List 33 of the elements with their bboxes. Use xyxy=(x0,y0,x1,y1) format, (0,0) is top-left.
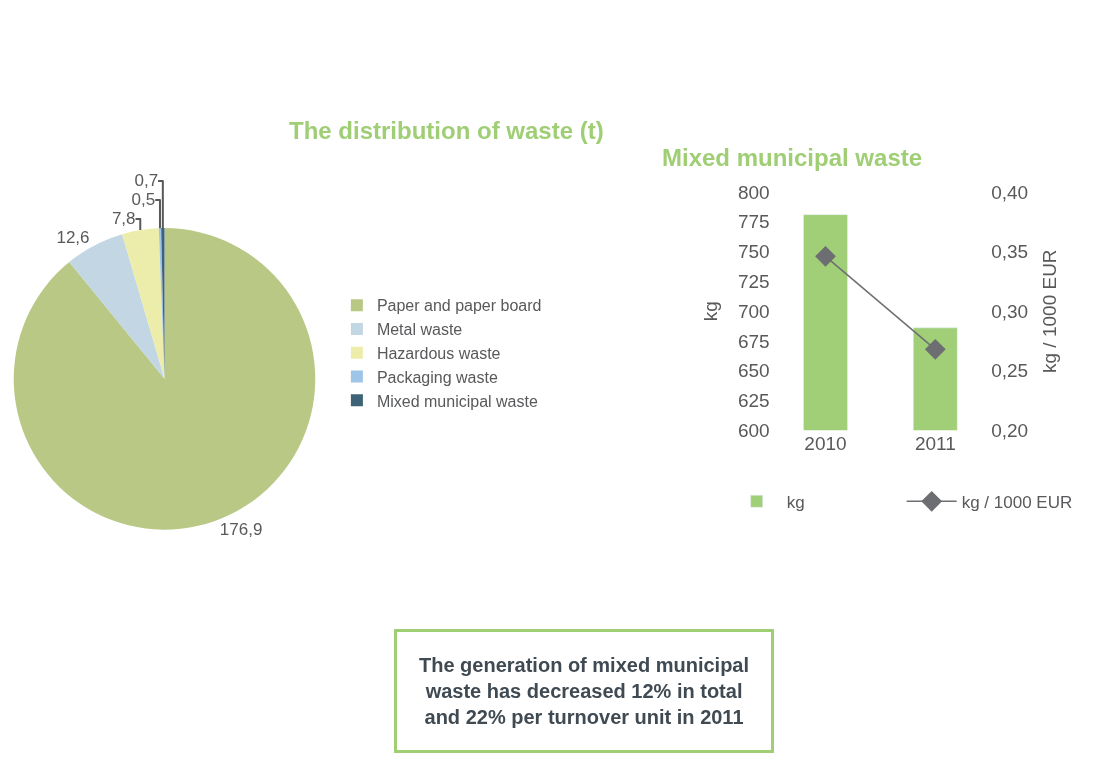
y-tick-label: 750 xyxy=(737,241,770,263)
y-tick-label: 625 xyxy=(737,390,770,412)
y-tick-label: 700 xyxy=(737,300,770,322)
x-tick-label: 2011 xyxy=(914,433,956,455)
legend-label: Hazardous waste xyxy=(376,344,501,362)
data-label: 12,6 xyxy=(56,228,90,248)
y2-tick-label: 0,40 xyxy=(991,181,1029,203)
y-axis-title: kg xyxy=(699,301,721,322)
y-tick-label: 675 xyxy=(737,330,770,352)
legend-label: kg / 1000 EUR xyxy=(961,492,1073,512)
data-label: 0,5 xyxy=(131,190,156,210)
chart-title: The distribution of waste (t) xyxy=(289,117,604,144)
y-tick-label: 775 xyxy=(737,211,770,233)
legend-label: Packaging waste xyxy=(376,368,498,386)
data-label: 7,8 xyxy=(111,209,136,229)
y2-tick-label: 0,25 xyxy=(991,360,1029,382)
legend-label: kg xyxy=(786,492,805,512)
y-tick-label: 650 xyxy=(737,360,770,382)
data-label: 176,9 xyxy=(219,519,263,539)
legend-label: Paper and paper board xyxy=(376,297,542,315)
y-tick-label: 600 xyxy=(737,420,770,442)
chart-title: Mixed municipal waste xyxy=(662,144,923,171)
y2-tick-label: 0,35 xyxy=(991,241,1029,263)
x-tick-label: 2010 xyxy=(804,433,847,455)
y2-axis-title: kg / 1000 EUR xyxy=(1038,249,1060,373)
legend-label: Metal waste xyxy=(376,321,463,339)
y2-tick-label: 0,20 xyxy=(991,420,1029,442)
y-tick-label: 725 xyxy=(737,271,770,293)
text: The generation of mixed municipal waste has decreased 12% in total and 22% per turnover unit in 2011 xyxy=(419,654,750,728)
legend-label: Mixed municipal waste xyxy=(376,392,538,410)
y2-tick-label: 0,30 xyxy=(991,300,1029,322)
y-tick-label: 800 xyxy=(737,181,770,203)
data-label: 0,7 xyxy=(134,171,159,191)
